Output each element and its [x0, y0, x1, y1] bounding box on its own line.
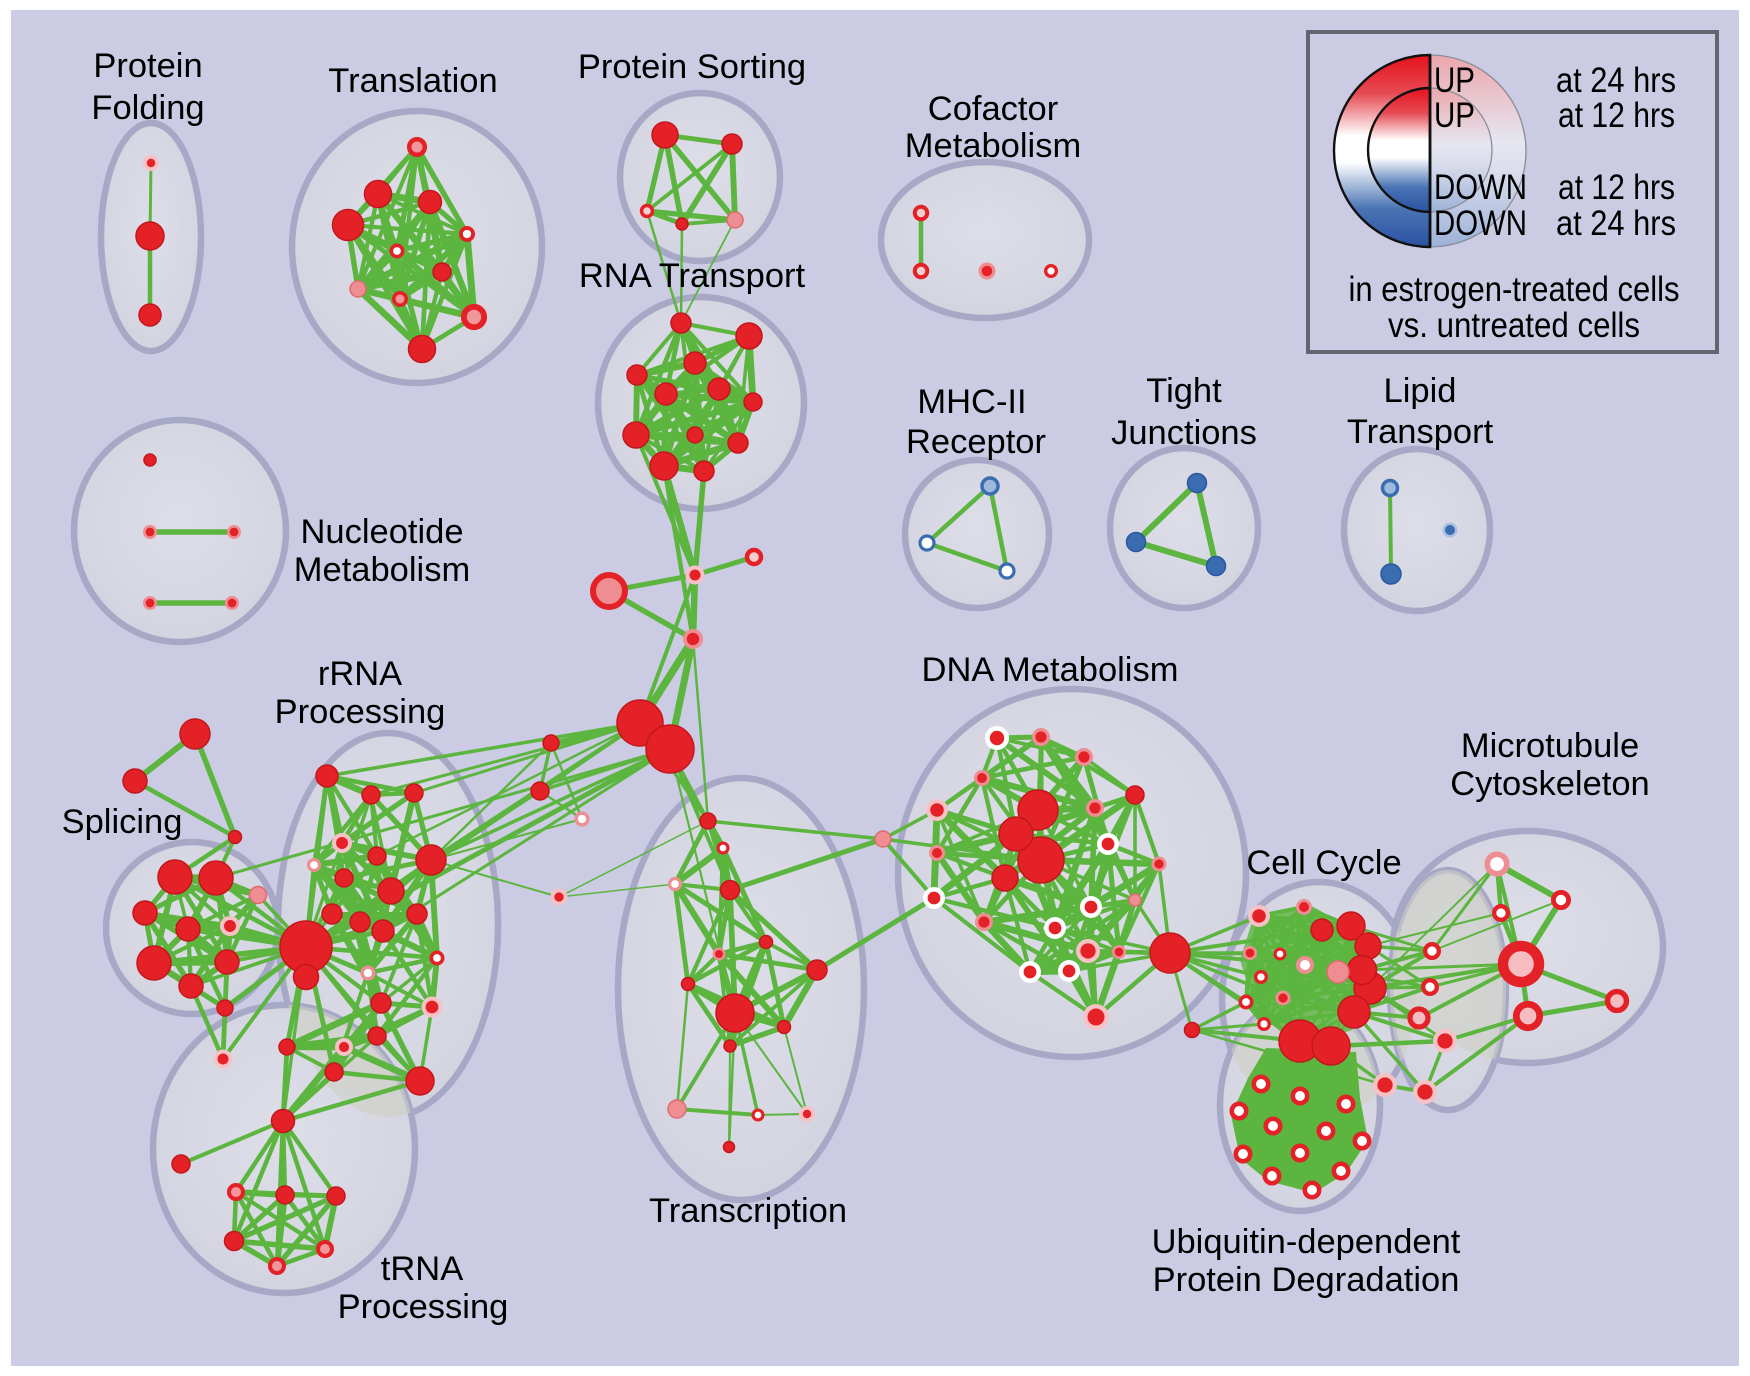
svg-text:Transport: Transport	[1347, 413, 1494, 451]
svg-text:at 12 hrs: at 12 hrs	[1558, 96, 1675, 135]
svg-text:Cofactor: Cofactor	[928, 90, 1058, 128]
svg-text:DOWN: DOWN	[1434, 168, 1527, 207]
svg-text:rRNA: rRNA	[318, 655, 402, 693]
svg-text:UP: UP	[1434, 96, 1475, 135]
svg-text:DNA Metabolism: DNA Metabolism	[922, 651, 1179, 689]
svg-text:Protein: Protein	[93, 47, 202, 85]
svg-text:Junctions: Junctions	[1111, 414, 1257, 452]
svg-text:Cytoskeleton: Cytoskeleton	[1450, 765, 1649, 803]
svg-text:MHC-II: MHC-II	[917, 383, 1026, 421]
svg-text:Ubiquitin-dependent: Ubiquitin-dependent	[1152, 1223, 1461, 1261]
svg-text:Protein Degradation: Protein Degradation	[1153, 1261, 1460, 1299]
svg-text:Metabolism: Metabolism	[905, 127, 1081, 165]
svg-text:in estrogen-treated cells: in estrogen-treated cells	[1349, 270, 1680, 309]
svg-text:Splicing: Splicing	[62, 803, 183, 841]
svg-text:vs. untreated cells: vs. untreated cells	[1388, 306, 1640, 345]
svg-text:Protein Sorting: Protein Sorting	[578, 48, 806, 86]
svg-text:Microtubule: Microtubule	[1461, 727, 1639, 765]
svg-text:tRNA: tRNA	[381, 1250, 463, 1288]
svg-text:Processing: Processing	[338, 1288, 509, 1326]
svg-text:Tight: Tight	[1146, 372, 1222, 410]
svg-text:Processing: Processing	[275, 693, 446, 731]
svg-text:at 12 hrs: at 12 hrs	[1558, 168, 1675, 207]
svg-text:at 24 hrs: at 24 hrs	[1556, 61, 1676, 100]
svg-text:UP: UP	[1434, 61, 1475, 100]
svg-text:Cell Cycle: Cell Cycle	[1246, 844, 1401, 882]
svg-text:Nucleotide: Nucleotide	[300, 513, 463, 551]
svg-text:Transcription: Transcription	[649, 1192, 847, 1230]
svg-text:Lipid: Lipid	[1384, 372, 1457, 410]
svg-text:RNA Transport: RNA Transport	[579, 257, 806, 295]
svg-text:DOWN: DOWN	[1434, 204, 1527, 243]
svg-text:Translation: Translation	[328, 62, 497, 100]
svg-text:Folding: Folding	[91, 89, 204, 127]
svg-text:Metabolism: Metabolism	[294, 551, 470, 589]
svg-text:at 24 hrs: at 24 hrs	[1556, 204, 1676, 243]
svg-text:Receptor: Receptor	[906, 423, 1046, 461]
